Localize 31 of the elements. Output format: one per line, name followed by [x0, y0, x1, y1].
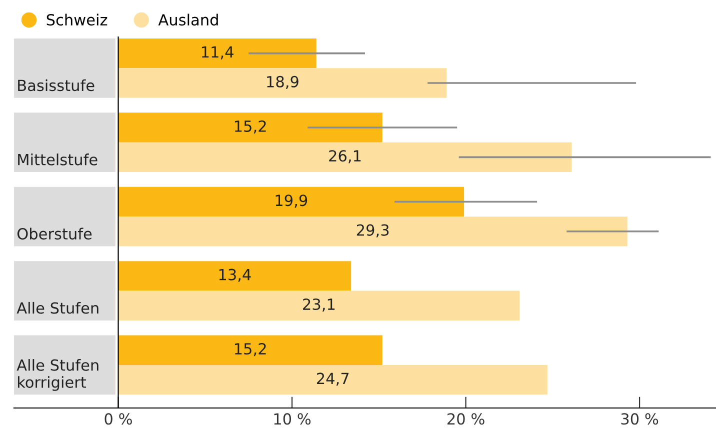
data-label: 13,4: [219, 268, 251, 282]
bar: [118, 112, 382, 142]
y-tick-label: Mittelstufe: [18, 154, 98, 166]
bar: [118, 68, 447, 98]
bar: [118, 142, 572, 172]
bar: [118, 216, 628, 246]
y-tick-label: Alle Stufen: [16, 302, 98, 314]
x-tick-label: 30 %: [621, 413, 658, 425]
legend-label: Ausland: [158, 14, 218, 26]
bar: [118, 186, 464, 217]
data-label: 18,9: [267, 76, 298, 89]
data-label: 15,2: [234, 343, 266, 356]
x-tick-label: 10 %: [274, 413, 311, 425]
data-label: 19,9: [276, 194, 308, 208]
bar: [118, 38, 316, 68]
bar: [118, 290, 520, 320]
x-tick-label: 20 %: [447, 413, 484, 425]
y-tick-label: Alle Stufen korrigiert: [16, 359, 98, 391]
data-label: 11,4: [202, 46, 234, 60]
legend-label: Schweiz: [46, 14, 108, 26]
data-label: 24,7: [316, 372, 349, 386]
bar: [118, 261, 352, 291]
bar: [118, 335, 382, 365]
data-label: 23,1: [303, 298, 335, 312]
data-label: 29,3: [356, 224, 389, 238]
data-label: 15,2: [234, 120, 266, 134]
x-tick-label: 0 %: [104, 413, 132, 425]
data-label: 26,1: [329, 150, 361, 164]
y-tick-label: Oberstufe: [17, 228, 92, 240]
bar: [118, 364, 548, 395]
y-tick-label: Basisstufe: [18, 79, 94, 92]
